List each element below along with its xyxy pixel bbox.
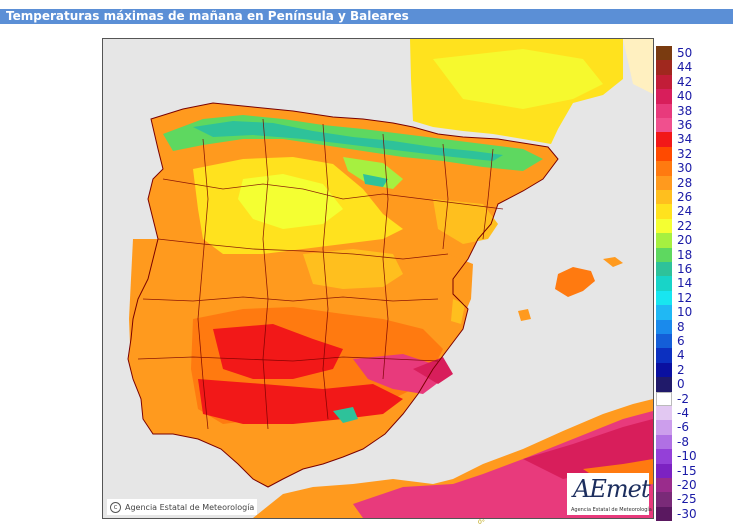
legend-label: 14 <box>677 276 693 291</box>
legend-label: -6 <box>677 420 689 435</box>
legend-label: 26 <box>677 190 693 204</box>
legend-swatch <box>656 391 672 406</box>
legend-label: 6 <box>677 334 685 348</box>
legend-swatch <box>656 74 672 90</box>
title-bar: Temperaturas máximas de mañana en Peníns… <box>0 9 733 24</box>
legend-swatch <box>656 348 672 363</box>
legend-swatch <box>656 290 672 306</box>
legend-swatch <box>656 305 672 320</box>
legend-label: 22 <box>677 218 693 233</box>
legend-label: -4 <box>677 406 689 420</box>
legend-label: 32 <box>677 146 693 161</box>
north-plateau-core <box>238 174 343 229</box>
south-east-peak <box>413 357 453 384</box>
province-borders <box>137 118 504 430</box>
legend-label: 24 <box>677 204 693 219</box>
credit-box: c Agencia Estatal de Meteorología <box>107 499 258 515</box>
legend-swatch <box>656 334 672 349</box>
iberia-coastline <box>127 102 559 488</box>
swiss-area <box>623 39 653 94</box>
legend-label: -25 <box>677 492 697 507</box>
bottom-coordinate-mark: 0° <box>478 519 485 526</box>
legend-swatch <box>656 118 672 133</box>
legend-label: 10 <box>677 305 693 320</box>
temperature-map: c Agencia Estatal de Meteorología AEmet … <box>102 38 654 519</box>
legend-label: 18 <box>677 247 693 262</box>
central-plateau <box>303 249 403 289</box>
legend-swatch <box>656 362 672 378</box>
sierra-nevada <box>333 407 358 423</box>
legend-swatch <box>656 233 672 248</box>
legend-swatch <box>656 377 672 392</box>
legend-swatch <box>656 420 672 435</box>
south-east-very-hot <box>353 354 443 394</box>
legend-swatch <box>656 492 672 507</box>
legend-swatch <box>656 46 672 61</box>
legend-swatch <box>656 506 672 522</box>
legend-swatch <box>656 103 672 118</box>
legend-label: 12 <box>677 290 693 305</box>
legend-label: 42 <box>677 74 693 89</box>
legend-label: -15 <box>677 463 697 478</box>
africa-very-hot <box>523 419 653 479</box>
legend-swatch <box>656 132 672 147</box>
cantabrian-band <box>193 121 503 161</box>
legend-label: 2 <box>677 362 685 377</box>
legend-swatch <box>656 463 672 478</box>
legend-label: 4 <box>677 348 685 363</box>
legend-label: 30 <box>677 161 693 176</box>
legend-label: 50 <box>677 46 693 60</box>
legend-label: -10 <box>677 449 697 464</box>
legend-swatch <box>656 161 672 176</box>
legend-label: -2 <box>677 391 689 406</box>
iberian-range <box>343 157 403 189</box>
valencia-coast <box>451 299 465 324</box>
legend-label: -30 <box>677 506 697 521</box>
legend-label: 40 <box>677 89 693 104</box>
ibiza <box>518 309 531 321</box>
legend-swatch <box>656 276 672 291</box>
legend-label: -8 <box>677 434 689 449</box>
logo-subtitle: Agencia Estatal de Meteorología <box>571 507 652 513</box>
legend-swatch <box>656 478 672 493</box>
legend-swatch <box>656 434 672 450</box>
legend-swatch <box>656 146 672 162</box>
map-canvas <box>103 39 653 518</box>
aemet-logo: AEmet Agencia Estatal de Meteorología <box>567 473 652 515</box>
legend-label: 0 <box>677 377 685 392</box>
legend-swatch <box>656 60 672 75</box>
credit-text: Agencia Estatal de Meteorología <box>125 502 255 512</box>
legend-label: -20 <box>677 478 697 492</box>
legend-swatch <box>656 319 672 334</box>
guadiana-hot-zone <box>213 324 343 379</box>
legend-swatch <box>656 218 672 234</box>
iberian-range-peak <box>363 174 388 187</box>
legend-label: 8 <box>677 319 685 334</box>
legend-label: 20 <box>677 233 693 248</box>
mallorca <box>555 267 595 297</box>
legend-label: 34 <box>677 132 693 147</box>
logo-word: AEmet <box>573 475 650 503</box>
legend-label: 38 <box>677 103 693 118</box>
legend-swatch <box>656 89 672 104</box>
legend-swatch <box>656 204 672 219</box>
ebro-area <box>433 199 498 244</box>
legend-swatch <box>656 190 672 205</box>
legend-swatch <box>656 262 672 277</box>
legend-label: 36 <box>677 118 693 132</box>
copyright-icon: c <box>110 501 121 513</box>
menorca <box>603 257 623 267</box>
legend-swatch <box>656 406 672 421</box>
legend-swatch <box>656 247 672 262</box>
legend-label: 16 <box>677 262 693 276</box>
france-yellow-zone <box>433 49 603 109</box>
legend-label: 28 <box>677 175 693 190</box>
legend-swatch <box>656 175 672 190</box>
legend-swatch <box>656 449 672 464</box>
map-title: Temperaturas máximas de mañana en Peníns… <box>6 9 409 23</box>
legend-label: 44 <box>677 60 693 75</box>
